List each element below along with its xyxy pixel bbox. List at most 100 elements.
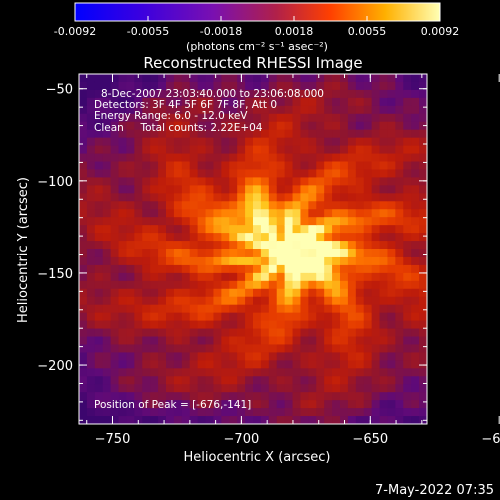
heatmap-cell xyxy=(142,416,151,424)
heatmap-cell xyxy=(158,145,167,155)
heatmap-cell xyxy=(79,81,88,91)
heatmap-cell xyxy=(134,249,143,258)
heatmap-cell xyxy=(276,169,286,178)
heatmap-cell xyxy=(316,328,325,338)
heatmap-cell xyxy=(253,105,262,115)
heatmap-cell xyxy=(189,352,199,361)
heatmap-cell xyxy=(205,352,215,361)
heatmap-cell xyxy=(94,376,104,385)
heatmap-cell xyxy=(221,74,230,83)
heatmap-cell xyxy=(268,145,278,155)
heatmap-cell xyxy=(79,392,88,401)
heatmap-cell xyxy=(102,201,112,210)
heatmap-cell xyxy=(308,384,317,393)
heatmap-cell xyxy=(237,185,246,194)
heatmap-cell xyxy=(166,193,175,202)
heatmap-cell xyxy=(395,320,404,330)
heatmap-cell xyxy=(142,368,151,377)
heatmap-cell xyxy=(166,233,175,242)
heatmap-cell xyxy=(371,81,381,91)
heatmap-cell xyxy=(387,312,396,322)
heatmap-cell xyxy=(387,81,396,91)
heatmap-cell xyxy=(150,256,159,266)
heatmap-cell xyxy=(316,352,325,361)
heatmap-cell xyxy=(166,320,175,330)
heatmap-cell xyxy=(340,225,349,234)
heatmap-cell xyxy=(379,280,389,290)
heatmap-cell xyxy=(102,74,112,83)
heatmap-cell xyxy=(340,272,349,282)
heatmap-cell xyxy=(94,312,104,322)
heatmap-cell xyxy=(237,161,246,171)
heatmap-cell xyxy=(387,113,396,123)
heatmap-cell xyxy=(150,320,159,330)
heatmap-cell xyxy=(79,256,88,266)
heatmap-cell xyxy=(268,81,278,91)
heatmap-cell xyxy=(284,121,294,131)
heatmap-cell xyxy=(237,233,246,242)
heatmap-cell xyxy=(181,217,191,226)
heatmap-cell xyxy=(419,288,427,298)
x-tick-label: −750 xyxy=(95,432,131,447)
heatmap-cell xyxy=(102,256,112,266)
heatmap-cell xyxy=(134,352,143,361)
heatmap-cell xyxy=(94,74,104,83)
heatmap-cell xyxy=(347,113,357,123)
heatmap-cell xyxy=(292,81,302,91)
heatmap-cell xyxy=(173,249,183,258)
heatmap-cell xyxy=(403,249,412,258)
heatmap-cell xyxy=(134,169,143,178)
heatmap-cell xyxy=(411,177,420,186)
heatmap-cell xyxy=(387,137,396,147)
heatmap-cell xyxy=(158,74,167,83)
heatmap-cell xyxy=(403,392,412,401)
heatmap-cell xyxy=(379,137,389,147)
heatmap-cell xyxy=(126,177,135,186)
heatmap-cell xyxy=(363,74,373,83)
heatmap-cell xyxy=(324,105,333,115)
heatmap-cell xyxy=(260,328,270,338)
heatmap-cell xyxy=(332,280,341,290)
heatmap-cell xyxy=(134,113,143,123)
heatmap-cell xyxy=(197,344,207,353)
heatmap-cell xyxy=(166,217,175,226)
heatmap-cell xyxy=(308,241,317,250)
heatmap-cell xyxy=(316,201,325,210)
heatmap-cell xyxy=(189,177,199,186)
heatmap-cell xyxy=(245,169,254,178)
heatmap-cell xyxy=(126,201,135,210)
heatmap-cell xyxy=(395,328,404,338)
heatmap-cell xyxy=(395,400,404,409)
heatmap-cell xyxy=(363,241,373,250)
heatmap-cell xyxy=(363,376,373,385)
heatmap-cell xyxy=(355,288,365,298)
heatmap-cell xyxy=(118,376,128,385)
heatmap-cell xyxy=(292,376,302,385)
heatmap-cell xyxy=(118,137,128,147)
heatmap-cell xyxy=(213,256,222,266)
heatmap-cell xyxy=(355,312,365,322)
heatmap-cell xyxy=(237,280,246,290)
heatmap-cell xyxy=(205,408,215,417)
heatmap-cell xyxy=(79,264,88,274)
heatmap-cell xyxy=(110,225,120,234)
heatmap-cell xyxy=(205,320,215,330)
heatmap-cell xyxy=(221,105,230,115)
heatmap-cell xyxy=(150,145,159,155)
heatmap-cell xyxy=(142,376,151,385)
heatmap-cell xyxy=(86,320,96,330)
heatmap-cell xyxy=(411,89,420,99)
heatmap-cell xyxy=(419,400,427,409)
heatmap-cell xyxy=(205,384,215,393)
heatmap-cell xyxy=(363,105,373,115)
heatmap-cell xyxy=(276,368,286,377)
heatmap-cell xyxy=(324,201,333,210)
heatmap-cell xyxy=(284,129,294,139)
heatmap-cell xyxy=(324,264,333,274)
heatmap-cell xyxy=(245,272,254,282)
heatmap-cell xyxy=(316,241,325,250)
heatmap-cell xyxy=(245,129,254,139)
heatmap-cell xyxy=(213,74,222,83)
heatmap-cell xyxy=(79,416,88,424)
heatmap-cell xyxy=(395,113,404,123)
